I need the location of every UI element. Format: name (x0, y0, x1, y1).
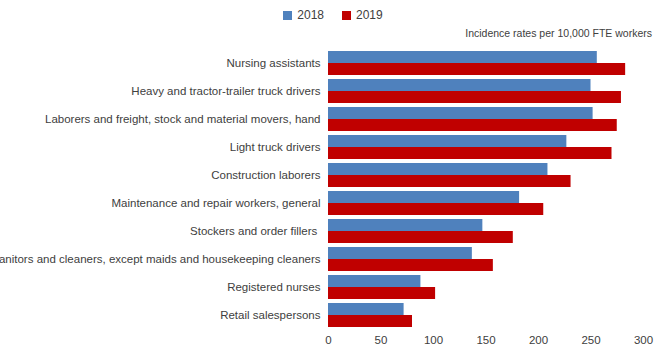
html-text:2019: 2019 (356, 8, 383, 22)
svg-text:Stockers and order fillers: Stockers and order fillers (190, 225, 320, 237)
svg-text:50: 50 (375, 334, 388, 346)
svg-text:150: 150 (476, 334, 495, 346)
svg-text:Construction laborers: Construction laborers (211, 169, 321, 181)
svg-text:Janitors and cleaners, except: Janitors and cleaners, except maids and … (0, 253, 321, 265)
svg-text:250: 250 (581, 334, 600, 346)
html-text:2018: 2018 (297, 8, 324, 22)
svg-text:Light truck drivers: Light truck drivers (230, 141, 321, 153)
svg-text:Nursing assistants: Nursing assistants (227, 57, 321, 69)
html-text:Incidence rates per 10,000 FTE: Incidence rates per 10,000 FTE workers (465, 27, 652, 39)
svg-text:Registered nurses: Registered nurses (227, 281, 321, 293)
svg-text:Retail salespersons: Retail salespersons (220, 309, 321, 321)
svg-text:Maintenance and repair workers: Maintenance and repair workers, general (111, 197, 320, 209)
svg-text:200: 200 (529, 334, 548, 346)
svg-text:100: 100 (424, 334, 443, 346)
svg-text:Heavy and tractor-trailer truc: Heavy and tractor-trailer truck drivers (131, 85, 320, 97)
svg-text:300: 300 (634, 334, 653, 346)
svg-text:Laborers and freight, stock an: Laborers and freight, stock and material… (45, 113, 321, 125)
svg-text:0: 0 (325, 334, 331, 346)
